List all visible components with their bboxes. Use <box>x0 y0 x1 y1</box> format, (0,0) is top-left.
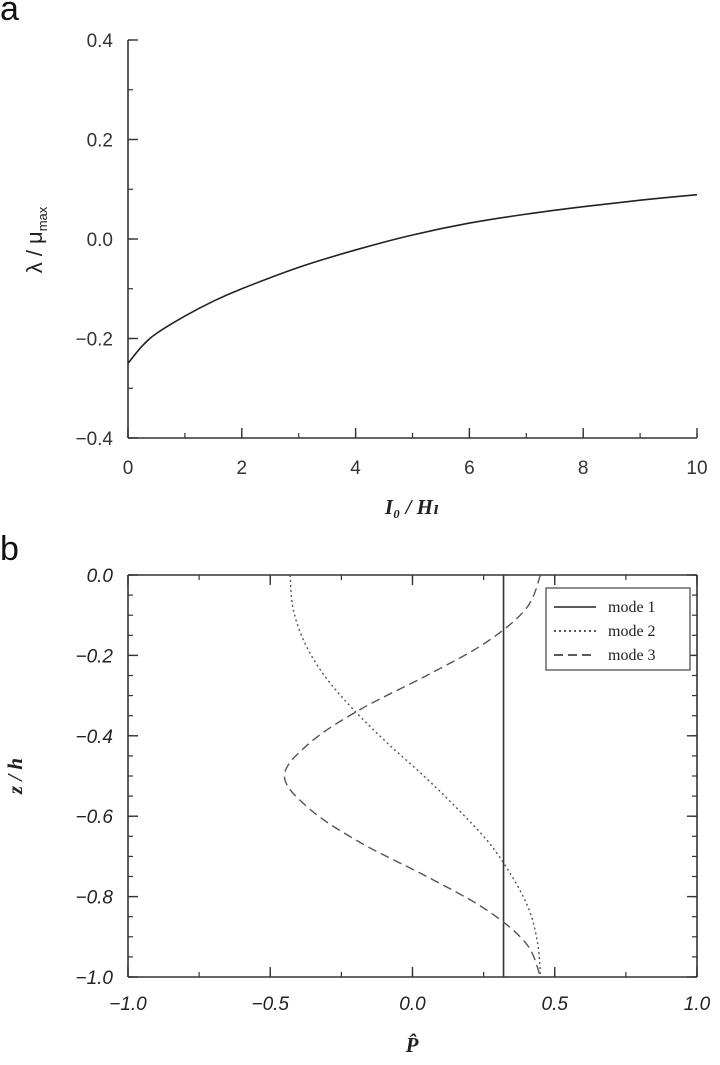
panel-b-x-tick-label: 0.5 <box>542 994 569 1015</box>
panel-a-y-tick-label: −0.4 <box>75 429 113 450</box>
panel-b-y-axis-label: z / h <box>3 758 27 795</box>
panel-a-series <box>127 193 698 364</box>
panel-b-x-tick-label: 0.0 <box>399 994 426 1015</box>
chart-panel-b: b −1.0 −0.5 0.0 0.5 1.00.0−0.2−0.4−0.6−0.8−1… <box>0 530 711 1057</box>
legend-entry-label: mode 3 <box>608 647 656 664</box>
panel-b-y-tick-label: 0.0 <box>87 566 114 587</box>
panel-b-y-tick-label: −0.8 <box>75 888 113 909</box>
panel-b-x-axis-label: P̂ <box>405 1032 419 1057</box>
legend-box <box>545 587 691 671</box>
panel-a-ylabel-sub: max <box>35 206 50 231</box>
panel-a-x-tick-label: 4 <box>350 458 361 479</box>
panel-a-y-tick-label: −0.2 <box>75 330 113 351</box>
panel-a-x-tick-label: 0 <box>123 458 134 479</box>
panel-a-series-line-1 <box>127 193 698 364</box>
panel-a-y-tick-label: 0.0 <box>87 230 113 251</box>
panel-b-series-line-3 <box>283 574 542 978</box>
panel-a-letter: a <box>0 0 19 28</box>
panel-a-x-tick-label: 2 <box>237 458 248 479</box>
panel-b-legend: mode 1 mode 2 mode 3 <box>545 587 691 671</box>
chart-panel-a: a 0 2 4 6 8 10 −0.4 −0.2 0.0 0.2 0.4 λ / μmax I₀ /… <box>0 0 708 519</box>
panel-a-x-axis-label: I₀ / Hₗ <box>384 495 439 519</box>
panel-b-y-tick-label: −1.0 <box>75 968 113 989</box>
panel-b-series <box>283 574 542 978</box>
legend-entry-label: mode 2 <box>608 623 656 640</box>
panel-b-y-tick-label: −0.2 <box>75 646 113 667</box>
panel-a-ticks: 0 2 4 6 8 10 −0.4 −0.2 0.0 0.2 0.4 <box>75 31 707 479</box>
panel-b-x-tick-label: 1.0 <box>684 994 711 1015</box>
panel-b-y-tick-label: −0.6 <box>75 807 113 828</box>
panel-b-x-tick-label: −0.5 <box>251 994 289 1015</box>
panel-a-y-axis-label: λ / μmax <box>22 206 50 273</box>
panel-a-y-tick-label: 0.4 <box>87 31 114 52</box>
panel-a-x-tick-label: 10 <box>686 458 707 479</box>
panel-b-ticks: −1.0 −0.5 0.0 0.5 1.0 0.0 −0.2 −0.4 −0.6 −0.8 −1.0 <box>75 566 710 1015</box>
panel-a-x-tick-label: 6 <box>464 458 475 479</box>
panel-b-series-line-2 <box>289 574 542 978</box>
panel-b-y-tick-label: −0.4 <box>75 727 113 748</box>
svg-text:λ / μmax: λ / μmax <box>22 206 50 273</box>
panel-a-axes <box>127 40 697 439</box>
panel-a-ylabel-main: λ / μ <box>22 231 47 273</box>
panel-b-x-tick-label: −1.0 <box>109 994 147 1015</box>
panel-a-y-tick-label: 0.2 <box>87 131 113 152</box>
panel-b-letter: b <box>0 530 19 568</box>
legend-entry-label: mode 1 <box>608 599 656 616</box>
panel-a-x-tick-label: 8 <box>578 458 589 479</box>
